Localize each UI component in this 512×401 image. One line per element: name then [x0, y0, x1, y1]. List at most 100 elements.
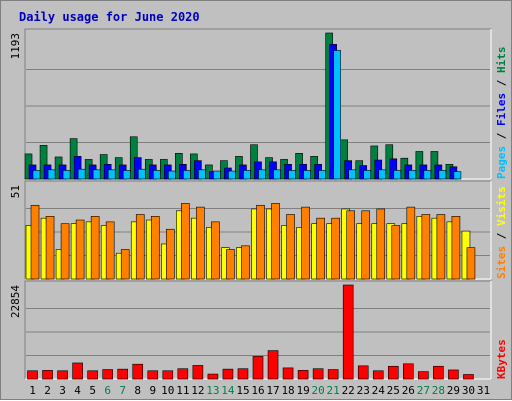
bar-sites-day-23: [361, 210, 371, 280]
bar-pages-day-29: [453, 171, 462, 180]
bar-sites-day-26: [406, 206, 416, 280]
x-tick-label: 3: [59, 384, 66, 397]
bar-sites-day-18: [286, 214, 295, 280]
bar-kbytes-day-5: [87, 370, 98, 380]
panel-visits-sites: 51 Sites / Visits: [9, 180, 508, 280]
bar-kbytes-day-8: [132, 363, 144, 380]
x-tick-label: 5: [89, 384, 96, 397]
bar-pages-day-26: [408, 170, 417, 180]
x-tick-label: 31: [477, 384, 490, 397]
bar-kbytes-day-1: [27, 370, 38, 380]
bar-pages-day-9: [152, 170, 161, 180]
x-tick-label: 2: [44, 384, 51, 397]
bar-kbytes-day-30: [463, 374, 474, 380]
bar-pages-day-7: [122, 170, 131, 180]
bar-sites-day-3: [60, 223, 70, 280]
bar-pages-day-6: [107, 169, 116, 180]
bar-sites-day-1: [30, 204, 40, 280]
bar-kbytes-day-19: [297, 370, 309, 380]
bar-sites-day-7: [120, 249, 130, 280]
bar-kbytes-day-10: [162, 370, 174, 380]
bar-kbytes-day-22: [342, 284, 354, 380]
bar-pages-day-15: [243, 170, 251, 180]
plot-area: [24, 28, 492, 180]
bar-kbytes-day-13: [207, 373, 219, 380]
bar-sites-day-27: [421, 214, 431, 280]
bar-sites-day-29: [451, 216, 461, 280]
bar-kbytes-day-16: [252, 356, 264, 380]
bar-kbytes-day-3: [57, 370, 68, 380]
bar-kbytes-day-18: [282, 367, 294, 380]
bar-pages-day-16: [258, 169, 266, 180]
panel-hits-files-pages: 1193 Pages / Files / Hits: [9, 28, 508, 180]
x-tick-label: 7: [119, 384, 126, 397]
x-tick-label: 30: [462, 384, 475, 397]
bar-files-day-25: [389, 158, 398, 180]
bar-kbytes-day-6: [102, 369, 113, 380]
bar-pages-day-25: [393, 170, 402, 180]
x-tick-label: 12: [191, 384, 204, 397]
bar-pages-day-19: [303, 170, 311, 180]
bar-sites-day-11: [181, 203, 190, 280]
bar-pages-day-20: [318, 170, 326, 180]
x-tick-label: 22: [342, 384, 355, 397]
bar-pages-day-13: [213, 170, 221, 180]
legend-kbytes: KBytes: [495, 339, 508, 379]
x-axis-day-labels: 1 2 3 4 5 6 7 8 9 10 11 12 13 14 15 16 17 18 19 20 21 22 23 24 2…: [29, 384, 490, 397]
legend-files: Files: [495, 93, 508, 126]
bar-kbytes-day-27: [418, 371, 429, 380]
bar-pages-day-10: [168, 170, 176, 180]
bar-kbytes-day-20: [312, 368, 324, 380]
x-tick-label: 28: [432, 384, 445, 397]
bar-pages-day-27: [423, 170, 432, 180]
y-max-label: 22854: [9, 285, 22, 318]
x-tick-label: 1: [29, 384, 36, 397]
bar-pages-day-17: [273, 169, 281, 180]
bar-sites-day-15: [241, 245, 250, 280]
bar-sites-day-17: [271, 203, 280, 280]
bar-sites-day-16: [256, 204, 265, 280]
x-tick-label: 14: [221, 384, 235, 397]
x-tick-label: 17: [266, 384, 279, 397]
bar-kbytes-day-25: [387, 365, 399, 380]
x-tick-label: 29: [447, 384, 460, 397]
bar-sites-day-9: [150, 216, 160, 280]
bar-sites-day-10: [166, 228, 175, 280]
bar-sites-day-30: [466, 247, 476, 280]
legend-separator: /: [495, 226, 508, 246]
bar-sites-day-13: [211, 221, 220, 280]
bar-kbytes-day-12: [192, 365, 204, 380]
panel-kbytes: 22854 KBytes: [9, 280, 508, 380]
legend-sites: Sites: [495, 246, 508, 279]
bar-pages-day-5: [92, 169, 101, 180]
bar-pages-day-8: [137, 168, 146, 180]
bar-pages-day-22: [348, 169, 356, 180]
bar-kbytes-day-9: [147, 370, 159, 380]
bar-kbytes-day-28: [433, 365, 444, 380]
legend: KBytes: [495, 339, 508, 379]
bar-pages-day-23: [363, 170, 372, 180]
bar-files-day-24: [374, 159, 383, 180]
bar-kbytes-day-15: [237, 368, 249, 380]
bar-pages-day-4: [77, 168, 86, 180]
legend: Sites / Visits: [495, 186, 508, 279]
bar-sites-day-21: [331, 217, 340, 280]
bar-pages-day-3: [62, 170, 71, 180]
x-tick-label: 8: [134, 384, 141, 397]
x-tick-label: 26: [402, 384, 415, 397]
x-tick-label: 21: [327, 384, 340, 397]
legend-separator: /: [495, 73, 508, 93]
bar-sites-day-4: [75, 219, 85, 280]
x-tick-label: 20: [312, 384, 325, 397]
bar-kbytes-day-2: [42, 370, 53, 380]
legend-hits: Hits: [495, 47, 508, 74]
legend-visits: Visits: [495, 186, 508, 226]
x-tick-label: 18: [281, 384, 294, 397]
x-tick-label: 16: [251, 384, 264, 397]
chart-title: Daily usage for June 2020: [19, 10, 200, 24]
bar-files-day-4: [73, 156, 82, 180]
bar-kbytes-day-21: [327, 369, 339, 380]
bar-pages-day-12: [198, 169, 206, 180]
x-tick-label: 4: [74, 384, 81, 397]
x-tick-label: 10: [161, 384, 174, 397]
